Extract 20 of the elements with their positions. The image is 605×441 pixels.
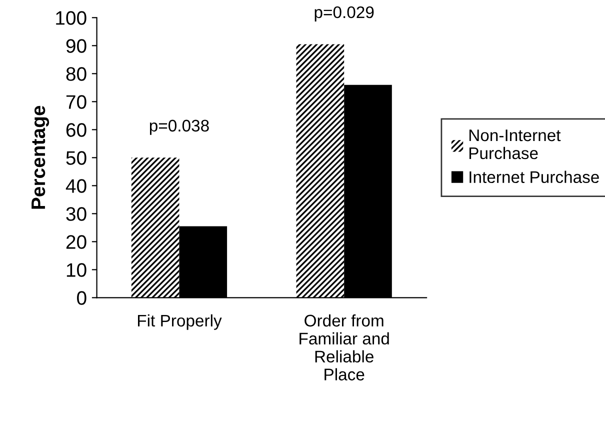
- y-tick-label: 50: [66, 151, 86, 165]
- legend-label: Internet Purchase: [470, 170, 599, 184]
- x-tick-label: Fit Properly: [138, 314, 222, 330]
- y-tick-label: 90: [66, 39, 86, 53]
- legend-label: Non-Internet Purchase: [469, 130, 561, 160]
- y-tick-label: 30: [66, 207, 86, 221]
- bar: [296, 44, 344, 298]
- y-tick-label: 70: [66, 95, 86, 109]
- y-tick-label: 100: [56, 11, 86, 25]
- y-tick-label: 10: [66, 263, 86, 277]
- y-tick-label: 40: [66, 179, 86, 193]
- annotation: p=0.029: [314, 6, 374, 22]
- x-tick-label: Order from Familiar and Reliable Place: [300, 314, 389, 380]
- y-tick-label: 60: [66, 123, 86, 137]
- bar: [131, 158, 180, 298]
- y-tick-label: 20: [66, 235, 86, 249]
- y-tick-label: 80: [66, 67, 86, 81]
- annotation: p=0.038: [150, 120, 209, 135]
- y-axis-title: Percentage: [32, 106, 50, 209]
- y-tick-label: 0: [77, 291, 86, 305]
